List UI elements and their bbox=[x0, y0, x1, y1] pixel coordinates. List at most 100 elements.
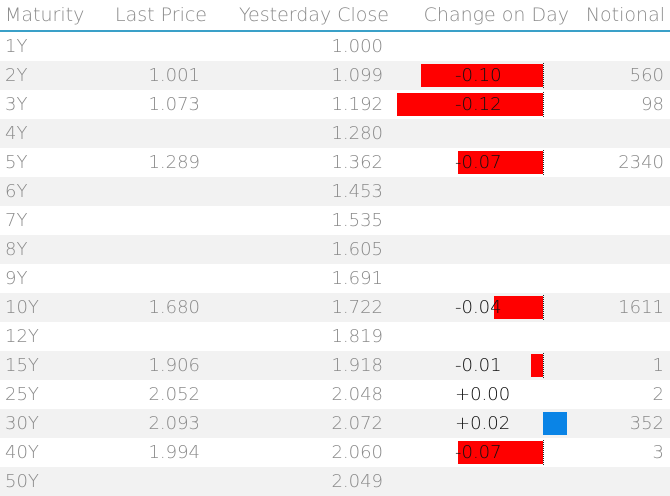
table-row[interactable]: 50Y 2.049 bbox=[0, 467, 670, 496]
yesterday-close-cell: 1.280 bbox=[331, 123, 383, 144]
change-on-day-cell bbox=[395, 264, 575, 293]
column-header-yesterday-close[interactable]: Yesterday Close bbox=[238, 4, 389, 26]
yesterday-close-cell: 1.535 bbox=[331, 210, 383, 231]
maturity-cell: 40Y bbox=[5, 442, 39, 463]
last-price-cell: 1.994 bbox=[148, 442, 200, 463]
maturity-cell: 30Y bbox=[5, 413, 39, 434]
yesterday-close-cell: 2.072 bbox=[331, 413, 383, 434]
negative-change-bar bbox=[531, 354, 543, 377]
column-header-change-on-day[interactable]: Change on Day bbox=[423, 4, 569, 26]
notional-cell: 352 bbox=[629, 413, 664, 434]
yesterday-close-cell: 2.060 bbox=[331, 442, 383, 463]
last-price-cell: 1.073 bbox=[148, 94, 200, 115]
table-row[interactable]: 30Y 2.093 2.072 +0.02 352 bbox=[0, 409, 670, 438]
zero-axis-line bbox=[543, 92, 544, 117]
maturity-cell: 8Y bbox=[5, 239, 28, 260]
negative-change-bar bbox=[458, 441, 543, 464]
change-on-day-cell: +0.00 bbox=[395, 380, 575, 409]
change-on-day-cell: -0.01 bbox=[395, 351, 575, 380]
change-on-day-value: +0.00 bbox=[455, 384, 511, 405]
change-on-day-value: +0.02 bbox=[455, 413, 511, 434]
negative-change-bar bbox=[421, 64, 543, 87]
table-row[interactable]: 6Y 1.453 bbox=[0, 177, 670, 206]
change-on-day-value: -0.04 bbox=[455, 297, 502, 318]
negative-change-bar bbox=[458, 151, 543, 174]
column-header-maturity[interactable]: Maturity bbox=[5, 4, 85, 26]
change-on-day-cell: -0.07 bbox=[395, 438, 575, 467]
change-on-day-value: -0.10 bbox=[455, 65, 502, 86]
change-on-day-cell bbox=[395, 322, 575, 351]
table-header: Maturity Last Price Yesterday Close Chan… bbox=[0, 0, 670, 32]
change-on-day-cell: -0.12 bbox=[395, 90, 575, 119]
maturity-cell: 12Y bbox=[5, 326, 39, 347]
yesterday-close-cell: 1.605 bbox=[331, 239, 383, 260]
yesterday-close-cell: 1.453 bbox=[331, 181, 383, 202]
change-on-day-cell: -0.04 bbox=[395, 293, 575, 322]
table-row[interactable]: 5Y 1.289 1.362 -0.07 2340 bbox=[0, 148, 670, 177]
table-row[interactable]: 2Y 1.001 1.099 -0.10 560 bbox=[0, 61, 670, 90]
change-on-day-value: -0.07 bbox=[455, 442, 502, 463]
maturity-cell: 5Y bbox=[5, 152, 28, 173]
notional-cell: 2340 bbox=[618, 152, 664, 173]
maturity-cell: 1Y bbox=[5, 36, 28, 57]
maturity-cell: 50Y bbox=[5, 471, 39, 492]
notional-cell: 2 bbox=[652, 384, 664, 405]
maturity-cell: 3Y bbox=[5, 94, 28, 115]
table-row[interactable]: 25Y 2.052 2.048 +0.00 2 bbox=[0, 380, 670, 409]
maturity-cell: 25Y bbox=[5, 384, 39, 405]
change-on-day-cell: +0.02 bbox=[395, 409, 575, 438]
last-price-cell: 1.001 bbox=[148, 65, 200, 86]
change-on-day-cell bbox=[395, 235, 575, 264]
yesterday-close-cell: 1.918 bbox=[331, 355, 383, 376]
maturity-cell: 15Y bbox=[5, 355, 39, 376]
table-row[interactable]: 4Y 1.280 bbox=[0, 119, 670, 148]
notional-cell: 98 bbox=[641, 94, 664, 115]
yesterday-close-cell: 1.722 bbox=[331, 297, 383, 318]
positive-change-bar bbox=[543, 412, 567, 435]
column-header-last-price[interactable]: Last Price bbox=[115, 4, 207, 26]
notional-cell: 1611 bbox=[618, 297, 664, 318]
maturity-cell: 7Y bbox=[5, 210, 28, 231]
change-on-day-cell bbox=[395, 206, 575, 235]
table-row[interactable]: 10Y 1.680 1.722 -0.04 1611 bbox=[0, 293, 670, 322]
zero-axis-line bbox=[543, 440, 544, 465]
yesterday-close-cell: 1.691 bbox=[331, 268, 383, 289]
maturity-cell: 9Y bbox=[5, 268, 28, 289]
change-on-day-cell bbox=[395, 177, 575, 206]
change-on-day-value: -0.12 bbox=[455, 94, 502, 115]
maturity-cell: 6Y bbox=[5, 181, 28, 202]
table-row[interactable]: 9Y 1.691 bbox=[0, 264, 670, 293]
column-header-notional[interactable]: Notional bbox=[585, 4, 665, 26]
change-on-day-value: -0.07 bbox=[455, 152, 502, 173]
zero-axis-line bbox=[543, 150, 544, 175]
maturity-cell: 10Y bbox=[5, 297, 39, 318]
table-row[interactable]: 15Y 1.906 1.918 -0.01 1 bbox=[0, 351, 670, 380]
table-row[interactable]: 3Y 1.073 1.192 -0.12 98 bbox=[0, 90, 670, 119]
notional-cell: 3 bbox=[652, 442, 664, 463]
last-price-cell: 1.680 bbox=[148, 297, 200, 318]
change-on-day-cell bbox=[395, 467, 575, 496]
last-price-cell: 2.052 bbox=[148, 384, 200, 405]
yesterday-close-cell: 1.099 bbox=[331, 65, 383, 86]
change-on-day-cell: -0.07 bbox=[395, 148, 575, 177]
negative-change-bar bbox=[397, 93, 543, 116]
table-row[interactable]: 8Y 1.605 bbox=[0, 235, 670, 264]
change-on-day-cell bbox=[395, 119, 575, 148]
last-price-cell: 1.289 bbox=[148, 152, 200, 173]
yesterday-close-cell: 1.192 bbox=[331, 94, 383, 115]
zero-axis-line bbox=[543, 295, 544, 320]
table-body: 1Y 1.000 2Y 1.001 1.099 -0.10 560 3Y 1.073 1.192 -… bbox=[0, 32, 670, 496]
notional-cell: 1 bbox=[652, 355, 664, 376]
change-on-day-cell bbox=[395, 32, 575, 61]
change-on-day-value: -0.01 bbox=[455, 355, 502, 376]
table-row[interactable]: 12Y 1.819 bbox=[0, 322, 670, 351]
table-row[interactable]: 1Y 1.000 bbox=[0, 32, 670, 61]
zero-axis-line bbox=[543, 63, 544, 88]
last-price-cell: 2.093 bbox=[148, 413, 200, 434]
negative-change-bar bbox=[494, 296, 543, 319]
table-row[interactable]: 40Y 1.994 2.060 -0.07 3 bbox=[0, 438, 670, 467]
zero-axis-line bbox=[543, 353, 544, 378]
table-row[interactable]: 7Y 1.535 bbox=[0, 206, 670, 235]
yesterday-close-cell: 2.048 bbox=[331, 384, 383, 405]
